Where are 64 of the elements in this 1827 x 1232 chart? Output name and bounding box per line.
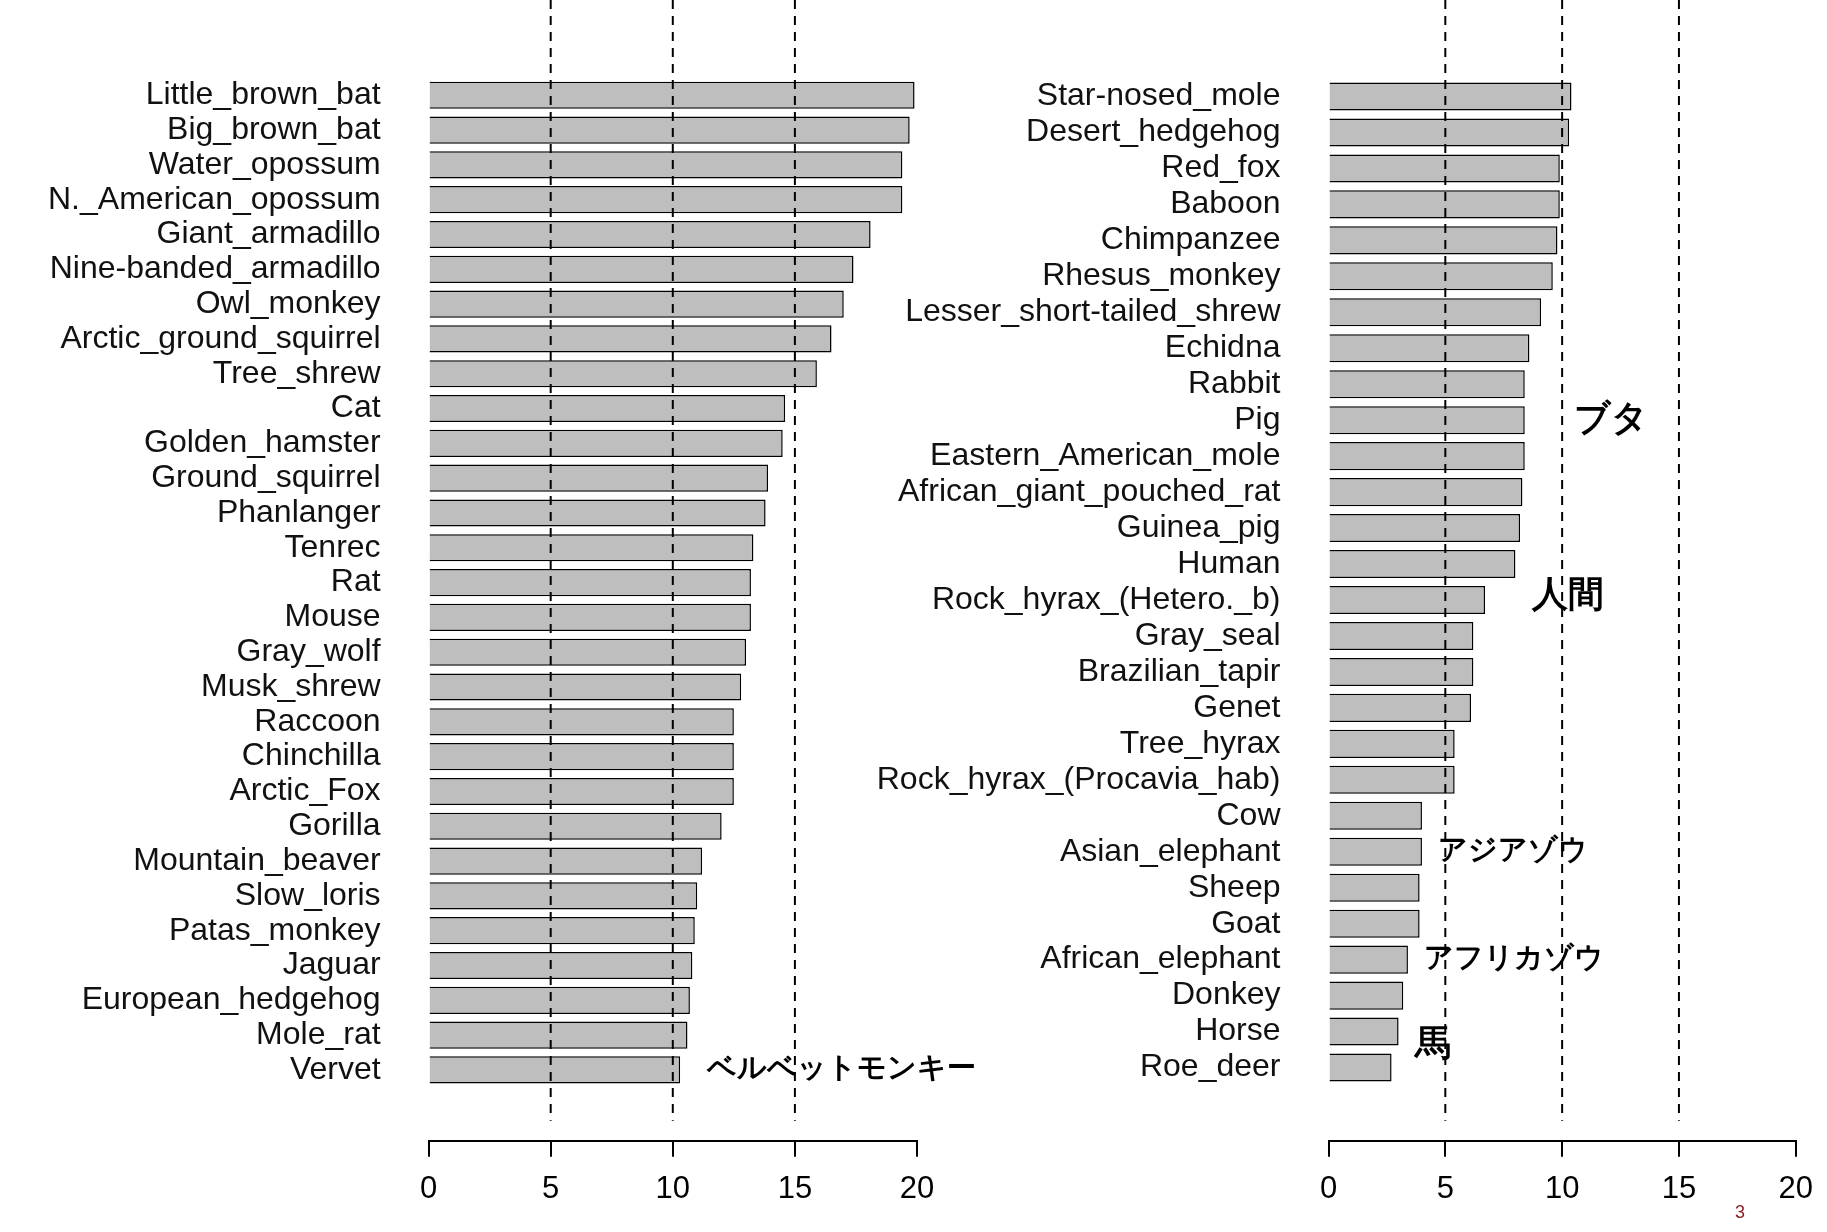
y-tick-label: Little_brown_bat [145,75,381,112]
y-tick-label: Mountain_beaver [133,840,381,877]
x-tick-label: 15 [1661,1169,1697,1205]
y-tick-label: Roe_deer [1139,1047,1281,1084]
y-tick-label: Baboon [1170,184,1281,221]
x-tick-label: 20 [899,1169,935,1205]
annotation: アジアゾウ [1438,832,1589,867]
y-tick-label: Rock_hyrax_(Hetero._b) [931,579,1281,616]
y-tick-label: Patas_monkey [168,910,381,947]
y-tick-label: Big_brown_bat [167,109,381,146]
x-tick-label: 20 [1778,1169,1813,1205]
y-tick-label: Owl_monkey [195,283,381,320]
y-tick-label: Lesser_short-tailed_shrew [905,292,1282,329]
y-tick-label: Cow [1216,795,1282,832]
y-tick-label: Asian_elephant [1059,831,1281,868]
y-tick-label: European_hedgehog [81,980,381,1017]
y-tick-label: African_elephant [1040,939,1281,976]
y-tick-label: Echidna [1164,328,1281,365]
y-tick-label: Eastern_American_mole [930,435,1281,472]
x-tick-label: 5 [542,1169,560,1205]
y-tick-label: Sheep [1187,867,1281,904]
y-tick-label: African_giant_pouched_rat [898,471,1281,508]
y-tick-label: Rat [330,562,381,599]
y-tick-label: Genet [1193,687,1281,724]
y-tick-label: Tree_hyrax [1119,723,1281,760]
y-tick-label: Slow_loris [234,875,381,912]
y-tick-label: Mouse [284,597,381,634]
y-tick-label: Rhesus_monkey [1042,256,1281,293]
x-tick-label: 10 [655,1169,691,1205]
y-tick-label: Gorilla [288,806,381,843]
y-tick-label: Horse [1195,1011,1281,1048]
x-tick-label: 15 [777,1169,813,1205]
y-tick-label: Desert_hedgehog [1026,112,1281,149]
y-tick-label: Rabbit [1188,364,1281,401]
x-tick-label: 0 [419,1169,438,1205]
x-tick-label: 0 [1319,1169,1338,1205]
y-tick-label: Nine-banded_armadillo [49,249,381,286]
y-tick-label: Goat [1211,903,1281,940]
y-tick-label: Chinchilla [241,736,381,773]
y-tick-label: Star-nosed_mole [1036,76,1281,113]
y-tick-label: Red_fox [1161,148,1281,185]
y-tick-label: Rock_hyrax_(Procavia_hab) [876,759,1281,796]
annotation: 人間 [1530,572,1604,614]
y-tick-label: Golden_hamster [144,423,381,460]
annotation: アフリカゾウ [1424,940,1605,975]
x-tick-label: 10 [1544,1169,1580,1205]
y-tick-label: Brazilian_tapir [1077,651,1281,688]
annotation: 馬 [1412,1022,1451,1064]
y-tick-label: Cat [330,388,381,425]
annotation: ベルベットモンキー [705,1050,976,1085]
y-tick-label: Human [1177,543,1281,580]
x-tick-label: 5 [1436,1169,1454,1205]
y-tick-label: Chimpanzee [1100,220,1281,257]
y-tick-label: Gray_wolf [236,632,381,669]
y-tick-label: Gray_seal [1134,615,1281,652]
annotation: ブタ [1573,396,1648,438]
y-tick-label: Pig [1234,400,1281,437]
y-tick-label: Ground_squirrel [151,457,381,494]
text: 3 [1735,1201,1746,1222]
y-tick-label: Vervet [289,1049,381,1086]
y-tick-label: Donkey [1172,975,1281,1012]
y-tick-label: Raccoon [254,701,381,738]
y-tick-label: Guinea_pig [1116,507,1281,544]
y-tick-label: Arctic_Fox [229,771,381,808]
